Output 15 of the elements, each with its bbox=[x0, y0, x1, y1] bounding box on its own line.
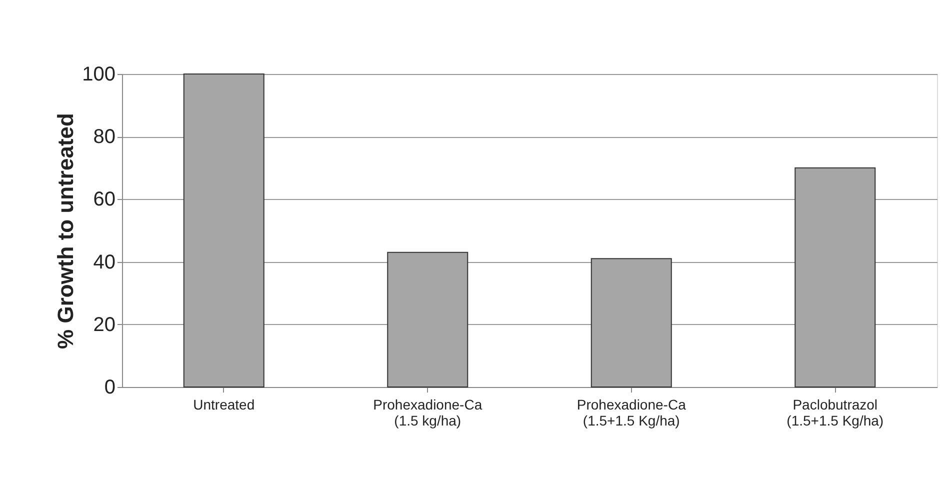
x-tick-label: Prohexadione-Ca (1.5+1.5 Kg/ha) bbox=[576, 396, 686, 428]
y-tick-label: 60 bbox=[93, 188, 116, 211]
bar bbox=[183, 74, 264, 388]
x-tick-label: Prohexadione-Ca (1.5 kg/ha) bbox=[373, 396, 482, 428]
y-tick-label: 80 bbox=[93, 126, 116, 148]
x-tick-label: Paclobutrazol (1.5+1.5 Kg/ha) bbox=[786, 396, 884, 428]
y-tick-label: 100 bbox=[82, 64, 116, 86]
bar bbox=[794, 167, 876, 388]
y-tick-label: 20 bbox=[93, 314, 116, 336]
y-tick-label: 0 bbox=[104, 376, 116, 398]
y-tick-label: 40 bbox=[93, 251, 116, 274]
bar bbox=[387, 252, 468, 388]
bar bbox=[590, 258, 672, 388]
x-tick-label: Untreated bbox=[193, 396, 255, 412]
y-axis-title: % Growth to untreated bbox=[53, 113, 78, 349]
